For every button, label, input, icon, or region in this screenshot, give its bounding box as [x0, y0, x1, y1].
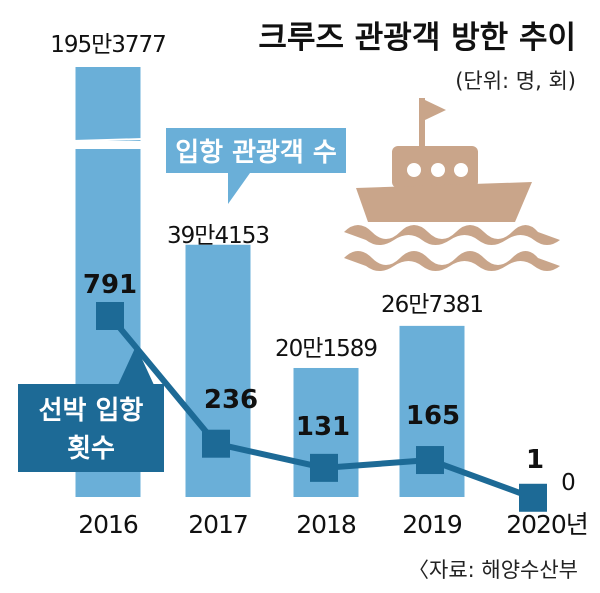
legend-line-pointer [118, 346, 154, 385]
ship-icon [344, 98, 560, 271]
line-point-2017 [202, 429, 230, 458]
bar-value-label: 39만4153 [167, 223, 269, 249]
legend-line-box [18, 384, 164, 472]
bar-value-label: 20만1589 [275, 336, 377, 362]
line-point-2019 [416, 446, 444, 475]
legend-line-label-1: 선박 입항 [39, 396, 144, 426]
legend-bar-pointer [228, 173, 250, 204]
legend-line-label-2: 횟수 [67, 434, 115, 464]
legend-bar-label: 입항 관광객 수 [175, 138, 337, 168]
line-value-label: 131 [296, 412, 350, 442]
bar-2017 [185, 244, 251, 497]
line-value-label: 236 [204, 385, 258, 415]
line-value-label: 1 [526, 445, 544, 475]
x-tick-label: 2018 [296, 510, 356, 539]
line-value-label: 165 [406, 401, 460, 431]
unit-note: (단위: 명, 회) [455, 69, 576, 93]
line-point-2016 [96, 302, 124, 330]
axis-break-gap [73, 141, 143, 149]
x-tick-label: 2019 [402, 510, 462, 539]
x-tick-label: 2020년 [506, 510, 588, 539]
line-point-2018 [310, 453, 338, 482]
x-tick-label: 2017 [188, 510, 248, 539]
line-value-label: 791 [83, 270, 137, 300]
x-tick-label: 2016 [78, 510, 138, 539]
bar-value-label: 0 [561, 470, 575, 496]
bar-value-label: 26만7381 [381, 292, 483, 318]
bar-value-label: 195만3777 [50, 32, 166, 58]
axis-break-mark [73, 138, 143, 142]
line-point-2020년 [519, 483, 547, 512]
legend-bar-box [166, 128, 346, 173]
chart-title: 크루즈 관광객 방한 추이 [258, 20, 576, 56]
source-note: 〈자료: 해양수산부 [408, 558, 578, 582]
